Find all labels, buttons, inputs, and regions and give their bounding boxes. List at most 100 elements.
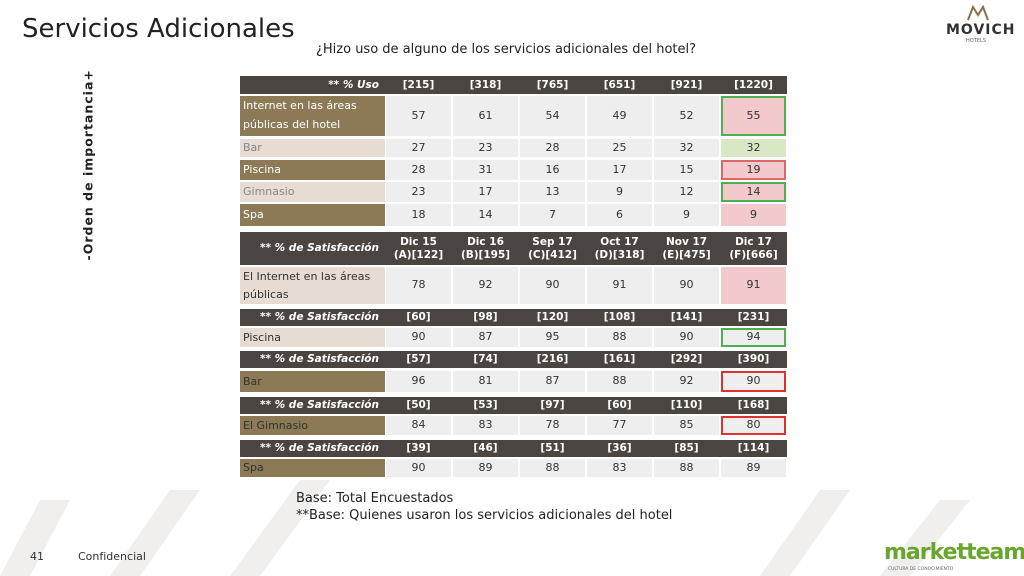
header-line: Sep 17 (532, 236, 573, 249)
value-cell: 95 (520, 328, 585, 347)
value-cell: 90 (520, 267, 585, 304)
header-line: [141] (670, 311, 703, 324)
value-cell: 31 (453, 160, 518, 180)
value-cell: 89 (721, 459, 786, 477)
value-cell: 9 (654, 204, 719, 226)
header-line: [390] (737, 353, 770, 366)
header-cell: [60] (586, 397, 653, 414)
value-cell: 32 (721, 139, 786, 157)
header-line: [216] (536, 353, 569, 366)
header-line: [161] (603, 353, 636, 366)
value-cell: 90 (386, 328, 451, 347)
header-cell: [141] (653, 309, 720, 326)
logo: MOVICH (946, 22, 1016, 38)
header-line: Nov 17 (665, 236, 708, 249)
header-line: [231] (737, 311, 770, 324)
header-line: [53] (473, 399, 498, 412)
value-cell: 78 (520, 416, 585, 435)
value-cell: 91 (587, 267, 652, 304)
header-cell: ** % de Satisfacción (240, 232, 385, 265)
value-cell: 89 (453, 459, 518, 477)
row-label: Bar (240, 371, 385, 392)
value-cell: 84 (386, 416, 451, 435)
header-cell: [231] (720, 309, 787, 326)
header-line: (B)[195] (460, 248, 511, 261)
header-line: [120] (536, 311, 569, 324)
header-line: [114] (737, 442, 770, 455)
header-cell: [36] (586, 440, 653, 457)
header-cell: [765] (519, 76, 586, 94)
value-cell: 61 (453, 96, 518, 136)
logo-sub: HOTELS (966, 38, 986, 44)
header-cell: [318] (452, 76, 519, 94)
note: Base: Total Encuestados (296, 491, 454, 506)
header-cell: Sep 17 (C)[412] (519, 232, 586, 265)
value-cell: 14 (721, 182, 786, 202)
header-cell: Dic 16 (B)[195] (452, 232, 519, 265)
value-cell: 90 (654, 328, 719, 347)
background-stripes (0, 480, 970, 576)
row-label: Spa (240, 459, 385, 477)
value-cell: 83 (453, 416, 518, 435)
header-cell: [60] (385, 309, 452, 326)
header-cell: [921] (653, 76, 720, 94)
value-cell: 9 (721, 204, 786, 226)
side-text: Orden de importancia (80, 80, 96, 255)
header-line: [98] (473, 311, 498, 324)
value-cell: 52 (654, 96, 719, 136)
value-cell: 90 (654, 267, 719, 304)
header-line: [36] (607, 442, 632, 455)
header-line: [57] (406, 353, 431, 366)
row-label: Spa (240, 204, 385, 226)
header-line: [85] (674, 442, 699, 455)
header-cell: [215] (385, 76, 452, 94)
header-cell: [216] (519, 351, 586, 368)
header-cell: [98] (452, 309, 519, 326)
logo-icon (967, 4, 989, 21)
value-cell: 27 (386, 139, 451, 157)
header-cell: Nov 17 (E)[475] (653, 232, 720, 265)
header-cell: [292] (653, 351, 720, 368)
value-cell: 7 (520, 204, 585, 226)
header-cell: [651] (586, 76, 653, 94)
row-label: El Internet en las áreas públicas (240, 267, 385, 304)
value-cell: 88 (587, 328, 652, 347)
value-cell: 77 (587, 416, 652, 435)
header-line: [51] (540, 442, 565, 455)
footer-text: Confidencial (78, 550, 146, 563)
value-cell: 87 (453, 328, 518, 347)
value-cell: 28 (520, 139, 585, 157)
value-cell: 12 (654, 182, 719, 202)
value-cell: 18 (386, 204, 451, 226)
value-cell: 9 (587, 182, 652, 202)
header-cell: [108] (586, 309, 653, 326)
value-cell: 15 (654, 160, 719, 180)
value-cell: 80 (721, 416, 786, 435)
header-cell: [74] (452, 351, 519, 368)
header-cell: [161] (586, 351, 653, 368)
value-cell: 49 (587, 96, 652, 136)
header-line: Dic 16 (467, 236, 504, 249)
value-cell: 88 (654, 459, 719, 477)
brand-sub: CULTURA DE CONOCIMIENTO (888, 567, 954, 572)
header-cell: [168] (720, 397, 787, 414)
value-cell: 13 (520, 182, 585, 202)
value-cell: 25 (587, 139, 652, 157)
value-cell: 17 (587, 160, 652, 180)
header-line: [108] (603, 311, 636, 324)
value-cell: 96 (386, 371, 451, 392)
header-cell: [85] (653, 440, 720, 457)
value-cell: 92 (453, 267, 518, 304)
header-line: [168] (737, 399, 770, 412)
header-line: [39] (406, 442, 431, 455)
header-line: (A)[122] (393, 248, 444, 261)
header-line: [50] (406, 399, 431, 412)
header-line: Dic 17 (735, 236, 772, 249)
header-line: (F)[666] (729, 248, 778, 261)
header-line: [60] (406, 311, 431, 324)
header-cell: Dic 17 (F)[666] (720, 232, 787, 265)
header-cell: [390] (720, 351, 787, 368)
brand: marketteam (884, 540, 1024, 565)
header-line: [110] (670, 399, 703, 412)
